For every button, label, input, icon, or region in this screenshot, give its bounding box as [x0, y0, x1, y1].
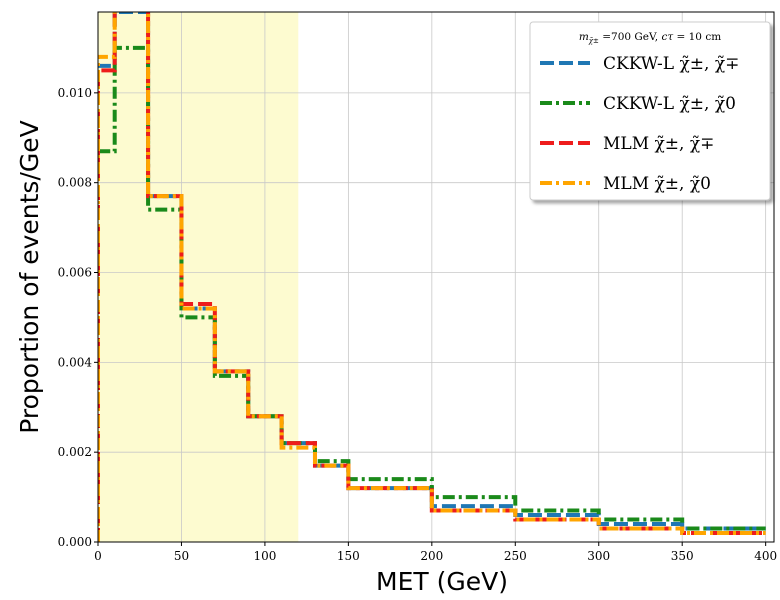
- x-tick-label: 150: [337, 549, 360, 563]
- x-tick-label: 400: [754, 549, 777, 563]
- legend-label-0: CKKW-L χ̃±, χ̃∓: [603, 54, 739, 74]
- legend-label-1: CKKW-L χ̃±, χ̃0: [603, 94, 736, 114]
- y-tick-label: 0.006: [58, 266, 92, 280]
- y-tick-label: 0.002: [58, 445, 92, 459]
- y-tick-label: 0.000: [58, 535, 92, 549]
- y-tick-label: 0.010: [58, 86, 92, 100]
- legend: mχ̃± =700 GeV, cτ = 10 cm CKKW-L χ̃±, χ̃…: [529, 21, 771, 201]
- legend-label-3: MLM χ̃±, χ̃0: [603, 174, 711, 194]
- x-tick-label: 100: [253, 549, 276, 563]
- x-tick-label: 300: [587, 549, 610, 563]
- x-tick-label: 50: [174, 549, 189, 563]
- legend-box: [529, 21, 771, 201]
- highlight-band: [98, 12, 299, 542]
- legend-header: mχ̃± =700 GeV, cτ = 10 cm: [579, 31, 721, 45]
- x-axis-title: MET (GeV): [376, 567, 508, 596]
- y-tick-label: 0.004: [58, 355, 93, 369]
- series-line-3: [98, 12, 766, 542]
- x-tick-label: 200: [420, 549, 443, 563]
- x-tick-label: 250: [504, 549, 527, 563]
- y-tick-label: 0.008: [58, 176, 92, 190]
- plot-frame: [97, 11, 775, 543]
- legend-label-2: MLM χ̃±, χ̃∓: [603, 134, 714, 154]
- x-tick-label: 0: [94, 549, 102, 563]
- y-axis-title: Proportion of events/GeV: [15, 120, 44, 434]
- x-tick-label: 350: [671, 549, 694, 563]
